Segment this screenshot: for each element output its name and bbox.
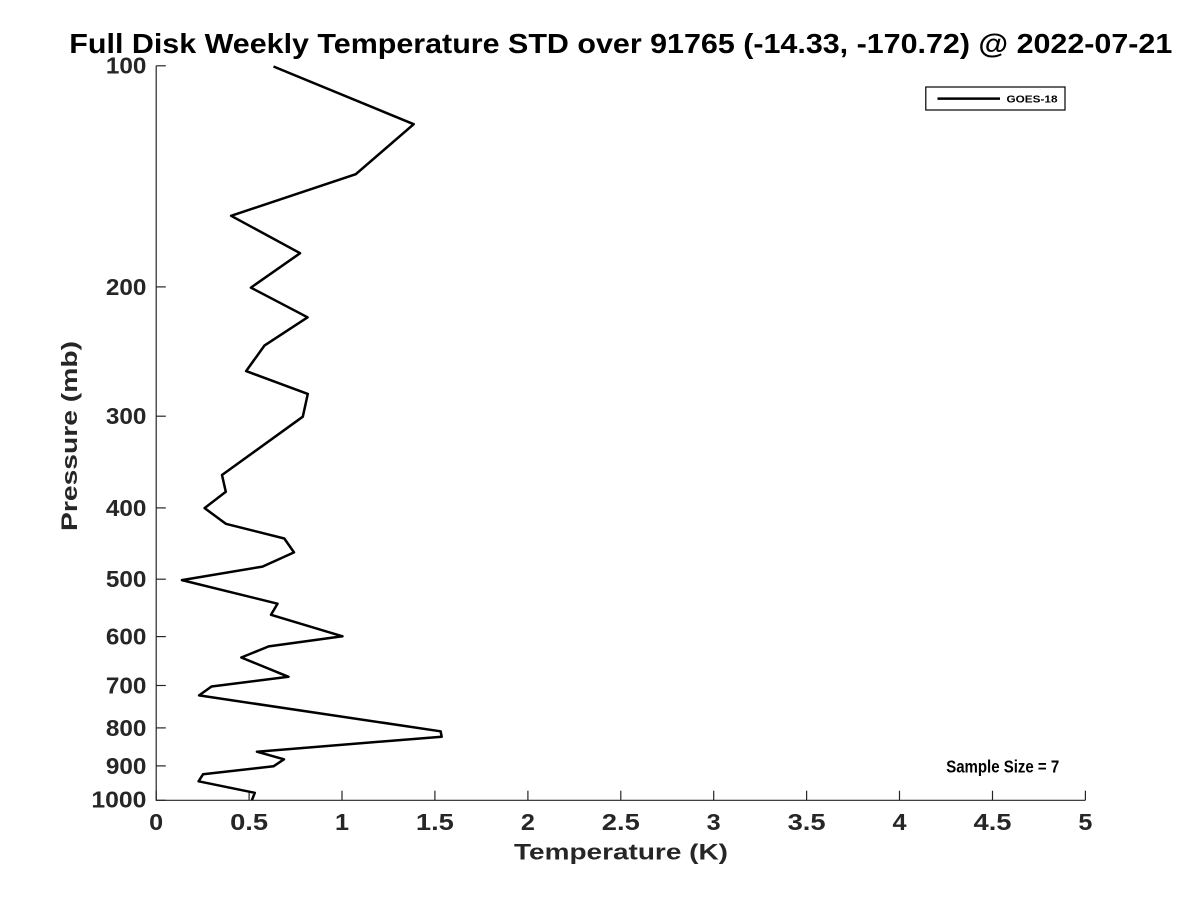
svg-text:900: 900 (106, 753, 147, 779)
svg-text:Pressure (mb): Pressure (mb) (57, 341, 82, 531)
svg-text:1: 1 (335, 809, 349, 835)
svg-text:4: 4 (893, 809, 907, 835)
svg-text:400: 400 (106, 495, 147, 521)
svg-text:500: 500 (106, 566, 147, 592)
svg-text:600: 600 (106, 624, 147, 650)
svg-text:2: 2 (521, 809, 535, 835)
svg-text:300: 300 (106, 403, 147, 429)
svg-text:3.5: 3.5 (788, 809, 826, 835)
svg-text:5: 5 (1078, 809, 1092, 835)
svg-text:0.5: 0.5 (230, 809, 268, 835)
svg-text:800: 800 (106, 715, 147, 741)
svg-text:Sample Size = 7: Sample Size = 7 (946, 757, 1059, 777)
svg-text:Temperature (K): Temperature (K) (514, 840, 728, 865)
svg-text:3: 3 (707, 809, 721, 835)
svg-text:200: 200 (106, 274, 147, 300)
svg-text:0: 0 (149, 809, 163, 835)
svg-text:2.5: 2.5 (602, 809, 640, 835)
svg-text:1000: 1000 (91, 787, 146, 813)
svg-text:1.5: 1.5 (416, 809, 454, 835)
svg-text:700: 700 (106, 672, 147, 698)
svg-text:Full Disk Weekly Temperature S: Full Disk Weekly Temperature STD over 91… (69, 28, 1172, 59)
svg-text:GOES-18: GOES-18 (1007, 94, 1058, 106)
svg-text:100: 100 (106, 53, 147, 79)
svg-text:4.5: 4.5 (974, 809, 1012, 835)
